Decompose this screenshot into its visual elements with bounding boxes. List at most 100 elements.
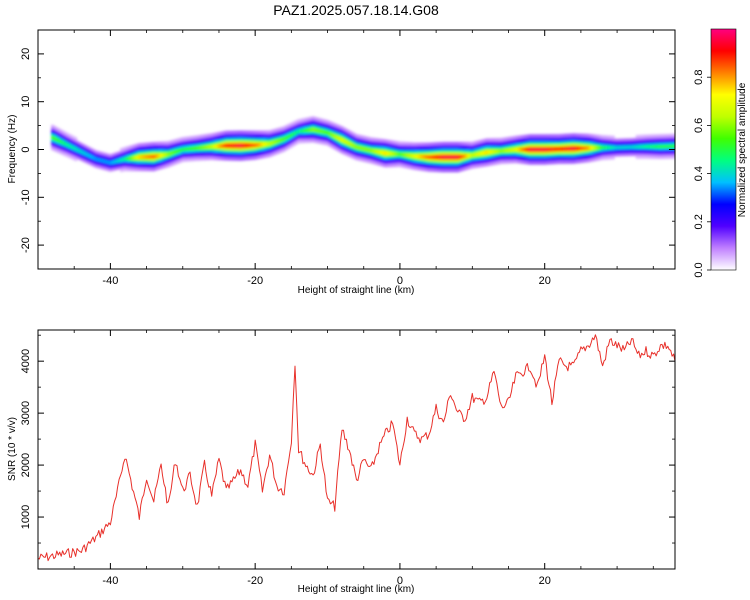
spectrogram-cell bbox=[458, 155, 461, 159]
spectrogram-cell bbox=[190, 147, 194, 151]
spectrogram-cell bbox=[519, 147, 523, 152]
snr-y-ticks: 1000 2000 3000 4000 bbox=[20, 334, 675, 570]
spectrogram-cell bbox=[566, 146, 570, 151]
spectrogram-cell bbox=[143, 155, 147, 159]
spectrogram-cell bbox=[583, 146, 586, 150]
spectrogram-cell bbox=[130, 156, 134, 160]
spectrogram-cell bbox=[317, 129, 320, 133]
spectrogram-y-tick-label: -20 bbox=[20, 237, 32, 253]
spectrogram-cell bbox=[599, 146, 603, 150]
spectrogram-cell bbox=[141, 155, 145, 159]
spectrogram-cell bbox=[347, 141, 351, 146]
spectrogram-cell bbox=[487, 150, 490, 154]
spectrogram-cell bbox=[572, 146, 575, 151]
spectrogram-cell bbox=[81, 151, 85, 155]
spectrogram-cell bbox=[337, 136, 340, 140]
spectrogram-cell bbox=[100, 159, 103, 162]
spectrogram-cell bbox=[537, 147, 541, 152]
spectrogram-cell bbox=[264, 142, 268, 146]
spectrogram-cell bbox=[568, 146, 572, 151]
spectrogram-cell bbox=[509, 148, 512, 152]
spectrogram-cell bbox=[612, 146, 615, 149]
spectrogram-cell bbox=[250, 143, 253, 148]
snr-series-line bbox=[38, 334, 675, 562]
spectrogram-frame bbox=[37, 29, 676, 270]
spectrogram-y-tick-label: 20 bbox=[20, 48, 32, 60]
spectrogram-cell bbox=[471, 153, 474, 157]
spectrogram-cell bbox=[85, 153, 89, 156]
spectrogram-cell bbox=[628, 145, 632, 149]
spectrogram-cell bbox=[163, 153, 166, 157]
spectrogram-cell bbox=[235, 143, 239, 148]
snr-y-tick-label: 2000 bbox=[20, 453, 32, 477]
spectrogram-cell bbox=[565, 147, 568, 151]
spectrogram-cell bbox=[592, 146, 595, 150]
spectrogram-cell bbox=[96, 158, 100, 161]
spectrogram-cell bbox=[552, 147, 556, 151]
spectrogram-cell bbox=[353, 144, 356, 148]
spectrogram-cell bbox=[319, 129, 322, 133]
spectrogram-cell bbox=[60, 140, 63, 144]
spectrogram-cell bbox=[58, 139, 62, 143]
spectrogram-cell bbox=[344, 140, 347, 144]
spectrogram-cell bbox=[514, 147, 518, 152]
spectrogram-cell bbox=[244, 143, 248, 148]
spectrogram-cell bbox=[621, 146, 624, 149]
spectrogram-cell bbox=[402, 153, 405, 157]
spectrogram-cell bbox=[561, 147, 565, 151]
spectrogram-cell bbox=[194, 146, 197, 150]
spectrogram-cell bbox=[431, 155, 434, 159]
spectrogram-cell bbox=[387, 151, 391, 156]
spectrogram-cell bbox=[496, 149, 499, 153]
spectrogram-cell bbox=[92, 156, 96, 160]
spectrogram-cell bbox=[215, 144, 219, 148]
spectrogram-cell bbox=[71, 146, 74, 149]
colorbar-ticks: 0.0 0.2 0.4 0.6 0.8 bbox=[693, 70, 711, 278]
colorbar-tick-label: 0.8 bbox=[693, 70, 705, 85]
spectrogram-cell bbox=[72, 146, 76, 150]
spectrogram-cell bbox=[378, 150, 382, 154]
spectrogram-cell bbox=[109, 161, 112, 165]
spectrogram-cell bbox=[367, 148, 371, 152]
spectrogram-cell bbox=[380, 151, 384, 155]
spectrogram-cell bbox=[121, 158, 125, 161]
spectrogram-cell bbox=[199, 146, 203, 150]
snr-y-tick-label: 4000 bbox=[20, 349, 32, 373]
spectrogram-cell bbox=[651, 145, 655, 149]
snr-y-label: SNR (10 * v/v) bbox=[7, 417, 18, 481]
spectrogram-cell bbox=[603, 146, 606, 150]
spectrogram-cell bbox=[671, 144, 675, 148]
spectrogram-cell bbox=[132, 156, 136, 160]
spectrogram-cell bbox=[532, 147, 536, 152]
spectrogram-cell bbox=[423, 155, 427, 159]
spectrogram-cell bbox=[340, 138, 344, 142]
spectrogram-cell bbox=[210, 145, 214, 149]
spectrogram-cell bbox=[443, 155, 447, 159]
spectrogram-cell bbox=[449, 155, 452, 159]
spectrogram-cell bbox=[89, 155, 92, 158]
spectrogram-cell bbox=[110, 161, 114, 164]
spectrogram-cell bbox=[608, 146, 612, 149]
spectrogram-cell bbox=[253, 143, 257, 147]
spectrogram-cell bbox=[521, 147, 525, 152]
spectrogram-cell bbox=[659, 145, 662, 149]
spectrogram-cell bbox=[644, 145, 648, 149]
spectrogram-cell bbox=[461, 154, 465, 159]
spectrogram-cell bbox=[277, 139, 280, 143]
spectrogram-cell bbox=[662, 145, 666, 148]
spectrogram-cell bbox=[219, 144, 223, 148]
spectrogram-cell bbox=[503, 149, 507, 153]
spectrogram-cell bbox=[528, 147, 532, 152]
spectrogram-cell bbox=[271, 141, 275, 145]
spectrogram-cell bbox=[116, 159, 119, 163]
spectrogram-cell bbox=[290, 133, 293, 137]
spectrogram-cell bbox=[481, 151, 485, 155]
spectrogram-cell bbox=[454, 155, 458, 159]
spectrogram-cell bbox=[333, 134, 337, 138]
spectrogram-cell bbox=[648, 145, 651, 149]
spectrogram-cell bbox=[101, 159, 105, 163]
spectrogram-cell bbox=[505, 148, 509, 152]
spectrogram-y-ticks: -20 -10 0 10 20 bbox=[20, 29, 675, 270]
spectrogram-cell bbox=[541, 147, 545, 152]
